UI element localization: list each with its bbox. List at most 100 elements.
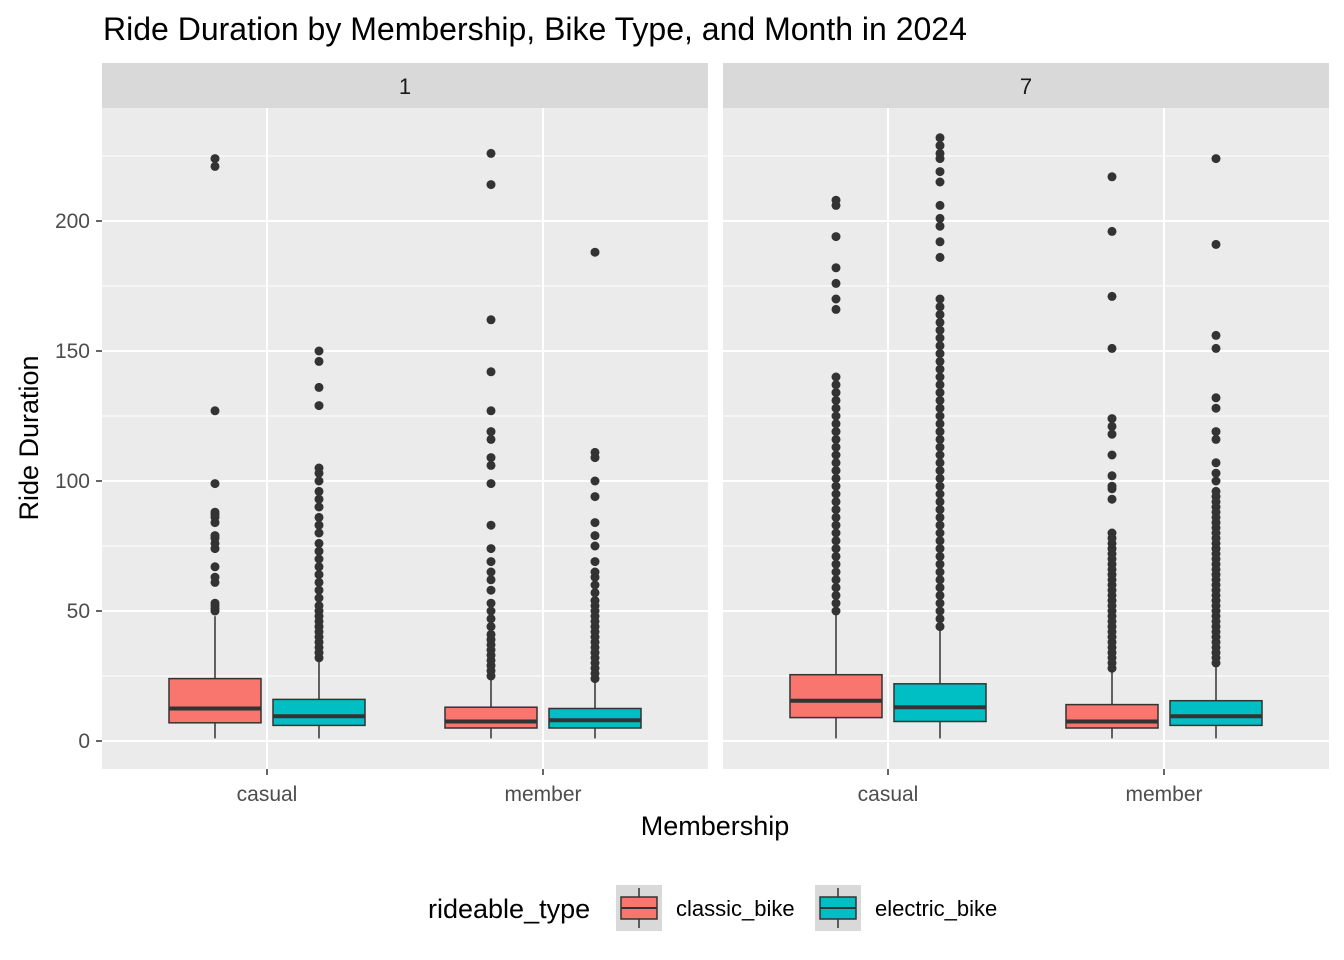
outlier-point xyxy=(590,596,600,606)
outlier-point xyxy=(831,520,841,530)
outlier-point xyxy=(935,403,945,413)
outlier-point xyxy=(831,442,841,452)
outlier-point xyxy=(935,520,945,530)
outlier-point xyxy=(314,554,324,564)
outlier-point xyxy=(210,479,220,489)
outlier-point xyxy=(935,622,945,632)
outlier-point xyxy=(831,372,841,382)
outlier-point xyxy=(935,419,945,429)
outlier-point xyxy=(935,458,945,468)
outlier-point xyxy=(935,505,945,515)
outlier-point xyxy=(314,494,324,504)
chart-title: Ride Duration by Membership, Bike Type, … xyxy=(103,11,967,47)
outlier-point xyxy=(1211,458,1221,468)
x-tick-label: casual xyxy=(237,783,298,806)
outlier-point xyxy=(935,411,945,421)
outlier-point xyxy=(486,315,496,325)
outlier-point xyxy=(1107,343,1117,353)
outlier-point xyxy=(590,580,600,590)
outlier-point xyxy=(935,167,945,177)
outlier-point xyxy=(314,546,324,556)
outlier-point xyxy=(935,252,945,262)
box xyxy=(1169,699,1263,727)
outlier-point xyxy=(831,395,841,405)
x-tick-label: member xyxy=(1125,783,1202,806)
outlier-point xyxy=(831,419,841,429)
outlier-point xyxy=(314,356,324,366)
outlier-point xyxy=(935,466,945,476)
outlier-point xyxy=(935,148,945,158)
outlier-point xyxy=(1211,393,1221,403)
outlier-point xyxy=(314,577,324,587)
y-tick-label: 150 xyxy=(55,340,90,363)
legend-title: rideable_type xyxy=(428,894,590,924)
outlier-point xyxy=(935,536,945,546)
outlier-point xyxy=(831,559,841,569)
legend-label: electric_bike xyxy=(875,896,997,921)
outlier-point xyxy=(1107,172,1117,182)
outlier-point xyxy=(935,583,945,593)
box-member-classic_bike xyxy=(1065,172,1159,739)
box xyxy=(1065,703,1159,729)
outlier-point xyxy=(1211,476,1221,486)
box xyxy=(893,683,987,723)
legend-key-electric_bike xyxy=(815,885,861,931)
outlier-point xyxy=(1211,468,1221,478)
outlier-point xyxy=(590,531,600,541)
box xyxy=(444,706,538,729)
outlier-point xyxy=(210,572,220,582)
outlier-point xyxy=(831,505,841,515)
outlier-point xyxy=(935,450,945,460)
outlier-point xyxy=(1107,471,1117,481)
outlier-point xyxy=(935,372,945,382)
outlier-point xyxy=(314,463,324,473)
box xyxy=(272,698,366,727)
outlier-point xyxy=(935,364,945,374)
outlier-point xyxy=(935,434,945,444)
box-casual-electric_bike xyxy=(893,133,987,739)
outlier-point xyxy=(935,213,945,223)
outlier-point xyxy=(1211,154,1221,164)
outlier-point xyxy=(935,221,945,231)
outlier-point xyxy=(590,247,600,257)
outlier-point xyxy=(831,434,841,444)
outlier-point xyxy=(1107,528,1117,538)
outlier-point xyxy=(831,458,841,468)
facet-strip xyxy=(723,63,1329,108)
outlier-point xyxy=(935,427,945,437)
outlier-point xyxy=(314,502,324,512)
outlier-point xyxy=(935,395,945,405)
outlier-point xyxy=(831,263,841,273)
outlier-point xyxy=(1211,330,1221,340)
outlier-point xyxy=(590,567,600,577)
facet-strip-label: 1 xyxy=(399,74,411,99)
outlier-point xyxy=(1211,239,1221,249)
outlier-point xyxy=(935,294,945,304)
outlier-point xyxy=(590,518,600,528)
outlier-point xyxy=(486,520,496,530)
outlier-point xyxy=(831,411,841,421)
y-tick-label: 100 xyxy=(55,470,90,493)
outlier-point xyxy=(831,583,841,593)
outlier-point xyxy=(314,512,324,522)
outlier-point xyxy=(935,559,945,569)
outlier-point xyxy=(590,557,600,567)
outlier-point xyxy=(590,541,600,551)
outlier-point xyxy=(1107,421,1117,431)
outlier-point xyxy=(210,598,220,608)
outlier-point xyxy=(1107,481,1117,491)
outlier-point xyxy=(831,497,841,507)
outlier-point xyxy=(210,406,220,416)
outlier-point xyxy=(486,180,496,190)
outlier-point xyxy=(314,570,324,580)
outlier-point xyxy=(210,507,220,517)
outlier-point xyxy=(314,346,324,356)
outlier-point xyxy=(935,544,945,554)
outlier-point xyxy=(314,520,324,530)
outlier-point xyxy=(486,406,496,416)
outlier-point xyxy=(831,575,841,585)
outlier-point xyxy=(831,466,841,476)
outlier-point xyxy=(210,531,220,541)
outlier-point xyxy=(1107,414,1117,424)
